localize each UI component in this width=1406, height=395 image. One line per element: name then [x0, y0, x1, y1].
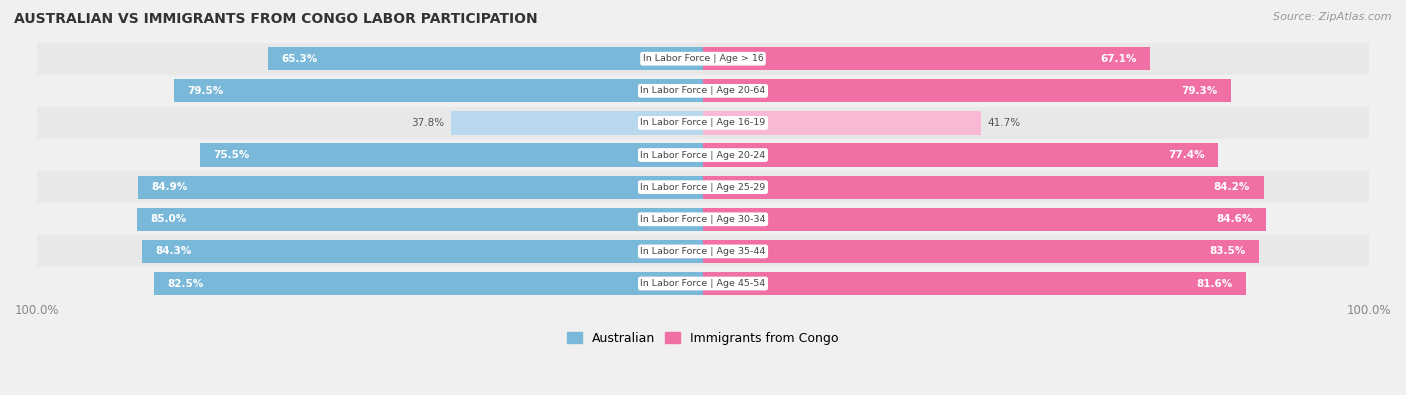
Bar: [37, 203, 1369, 235]
Text: In Labor Force | Age > 16: In Labor Force | Age > 16: [643, 54, 763, 63]
Text: 67.1%: 67.1%: [1099, 54, 1136, 64]
Text: Source: ZipAtlas.com: Source: ZipAtlas.com: [1274, 12, 1392, 22]
Text: 83.5%: 83.5%: [1209, 246, 1246, 256]
Bar: [703, 47, 1150, 70]
Text: 79.3%: 79.3%: [1181, 86, 1218, 96]
Bar: [37, 171, 1369, 203]
Text: In Labor Force | Age 16-19: In Labor Force | Age 16-19: [640, 118, 766, 128]
Bar: [153, 272, 703, 295]
Text: In Labor Force | Age 30-34: In Labor Force | Age 30-34: [640, 215, 766, 224]
Text: 81.6%: 81.6%: [1197, 278, 1233, 288]
Bar: [703, 111, 980, 135]
Bar: [37, 107, 1369, 139]
Bar: [138, 208, 703, 231]
Bar: [703, 240, 1258, 263]
Text: In Labor Force | Age 20-64: In Labor Force | Age 20-64: [640, 87, 766, 95]
Bar: [451, 111, 703, 135]
Text: 41.7%: 41.7%: [987, 118, 1021, 128]
Bar: [142, 240, 703, 263]
Text: 84.2%: 84.2%: [1213, 182, 1250, 192]
Text: 77.4%: 77.4%: [1168, 150, 1205, 160]
Bar: [703, 272, 1246, 295]
Bar: [138, 176, 703, 199]
Bar: [37, 75, 1369, 107]
Bar: [37, 267, 1369, 299]
Text: 84.6%: 84.6%: [1216, 214, 1253, 224]
Bar: [269, 47, 703, 70]
Legend: Australian, Immigrants from Congo: Australian, Immigrants from Congo: [562, 327, 844, 350]
Text: In Labor Force | Age 35-44: In Labor Force | Age 35-44: [640, 247, 766, 256]
Bar: [201, 143, 703, 167]
Bar: [703, 143, 1218, 167]
Text: In Labor Force | Age 45-54: In Labor Force | Age 45-54: [640, 279, 766, 288]
Text: 85.0%: 85.0%: [150, 214, 187, 224]
Text: AUSTRALIAN VS IMMIGRANTS FROM CONGO LABOR PARTICIPATION: AUSTRALIAN VS IMMIGRANTS FROM CONGO LABO…: [14, 12, 537, 26]
Bar: [174, 79, 703, 102]
Text: 84.3%: 84.3%: [155, 246, 191, 256]
Bar: [703, 208, 1267, 231]
Bar: [703, 176, 1264, 199]
Text: In Labor Force | Age 25-29: In Labor Force | Age 25-29: [640, 182, 766, 192]
Text: 75.5%: 75.5%: [214, 150, 250, 160]
Bar: [37, 235, 1369, 267]
Text: In Labor Force | Age 20-24: In Labor Force | Age 20-24: [640, 150, 766, 160]
Bar: [703, 79, 1230, 102]
Text: 79.5%: 79.5%: [187, 86, 224, 96]
Bar: [37, 43, 1369, 75]
Text: 82.5%: 82.5%: [167, 278, 204, 288]
Text: 84.9%: 84.9%: [150, 182, 187, 192]
Bar: [37, 139, 1369, 171]
Text: 65.3%: 65.3%: [281, 54, 318, 64]
Text: 37.8%: 37.8%: [412, 118, 444, 128]
